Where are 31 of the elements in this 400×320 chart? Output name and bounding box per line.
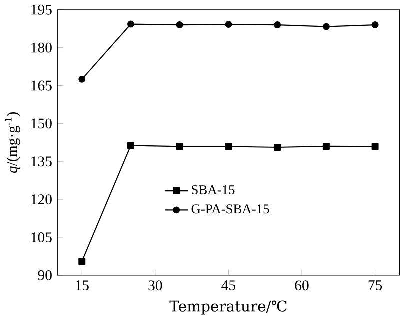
point xyxy=(274,22,282,29)
point xyxy=(127,20,134,28)
x-tick-label: 15 xyxy=(76,280,89,291)
point xyxy=(225,143,232,150)
y-tick-label: 90 xyxy=(38,270,52,281)
point xyxy=(225,21,232,28)
x-axis-title: Temperature/℃ xyxy=(170,300,287,315)
x-tick-label: 75 xyxy=(368,280,382,291)
legend-label: G-PA-SBA-15 xyxy=(192,204,270,214)
point xyxy=(127,142,134,150)
y-tick-label: 120 xyxy=(32,194,52,205)
legend-label: SBA-15 xyxy=(192,186,235,195)
y-tick-label: 135 xyxy=(32,156,52,167)
y-tick-label: 150 xyxy=(32,118,52,129)
point xyxy=(322,143,330,150)
y-tick-label: 105 xyxy=(32,232,52,243)
point xyxy=(78,76,86,84)
point xyxy=(372,22,379,29)
y-tick-label: 180 xyxy=(32,43,52,53)
point xyxy=(372,143,379,150)
point xyxy=(176,22,184,29)
y-axis-title: q/(mg·g$^{-1}$) xyxy=(4,112,20,174)
x-tick-label: 30 xyxy=(148,280,162,291)
y-tick-label: 195 xyxy=(32,5,52,15)
x-tick-label: 45 xyxy=(222,280,236,291)
point xyxy=(274,144,282,152)
x-tick-label: 60 xyxy=(295,280,309,291)
y-tick-label: 165 xyxy=(32,80,52,91)
point xyxy=(176,143,184,150)
point xyxy=(78,258,86,266)
point xyxy=(322,24,330,30)
